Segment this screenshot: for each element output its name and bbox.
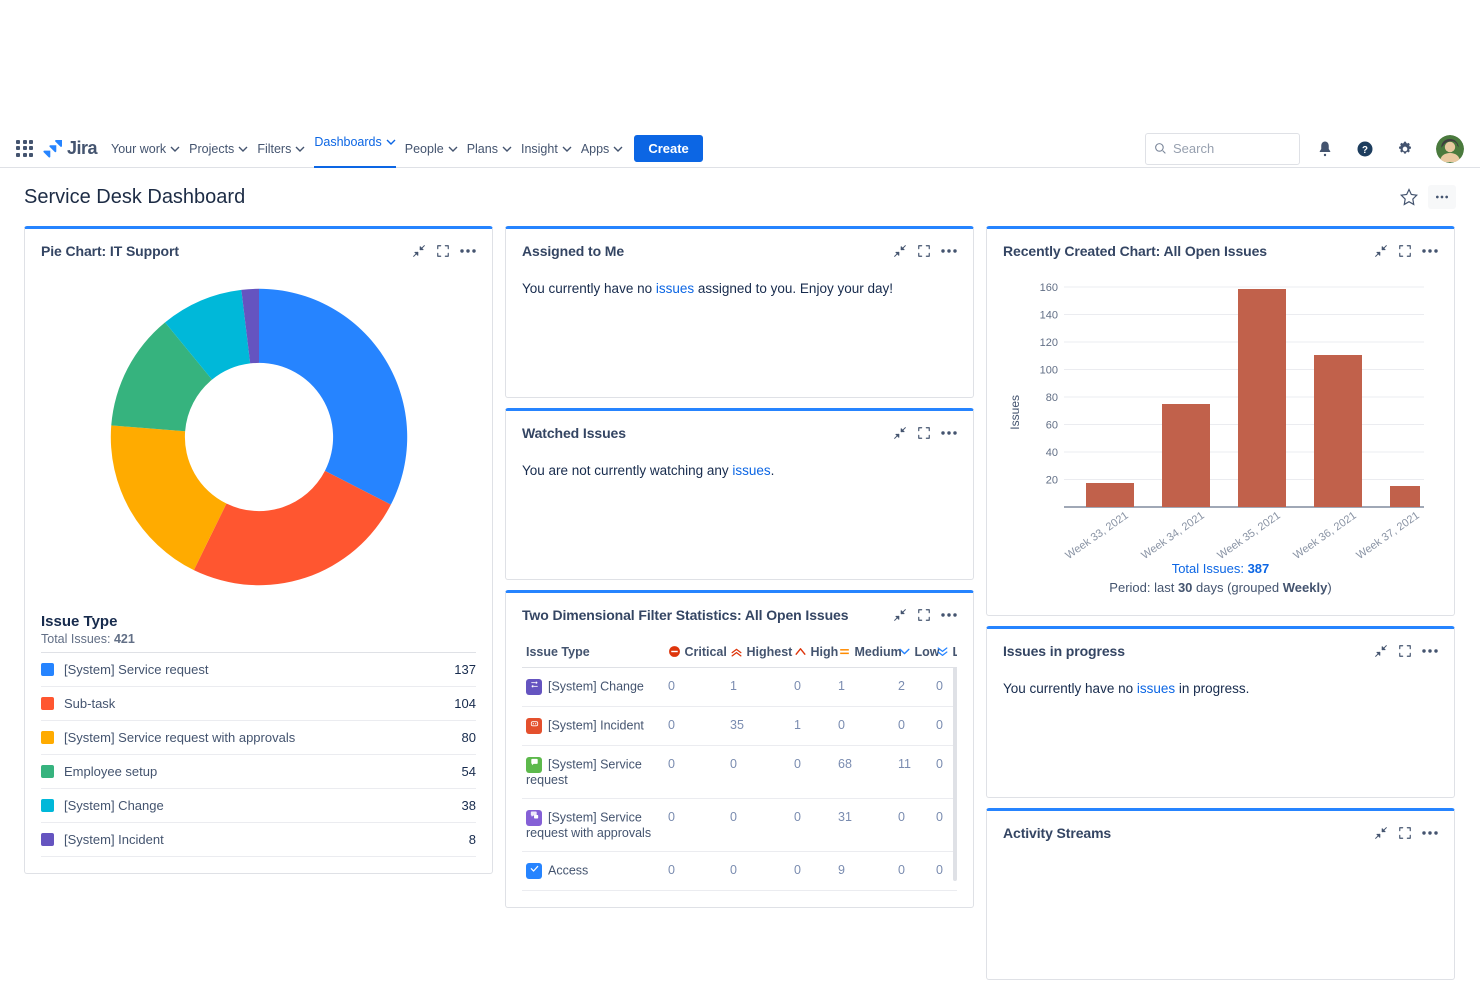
- svg-text:100: 100: [1039, 365, 1057, 377]
- svg-text:Week 37, 2021: Week 37, 2021: [1354, 510, 1421, 562]
- svg-text:Week 33, 2021: Week 33, 2021: [1063, 510, 1130, 562]
- svg-text:120: 120: [1039, 337, 1057, 349]
- svg-text:160: 160: [1039, 282, 1057, 294]
- svg-text:140: 140: [1039, 310, 1057, 322]
- svg-text:80: 80: [1045, 392, 1057, 404]
- svg-text:20: 20: [1045, 475, 1057, 487]
- svg-text:Week 35, 2021: Week 35, 2021: [1215, 510, 1282, 562]
- svg-text:Week 36, 2021: Week 36, 2021: [1291, 510, 1358, 562]
- svg-text:?: ?: [1362, 144, 1368, 155]
- svg-text:60: 60: [1045, 420, 1057, 432]
- svg-text:Week 34, 2021: Week 34, 2021: [1139, 510, 1206, 562]
- svg-text:40: 40: [1045, 447, 1057, 459]
